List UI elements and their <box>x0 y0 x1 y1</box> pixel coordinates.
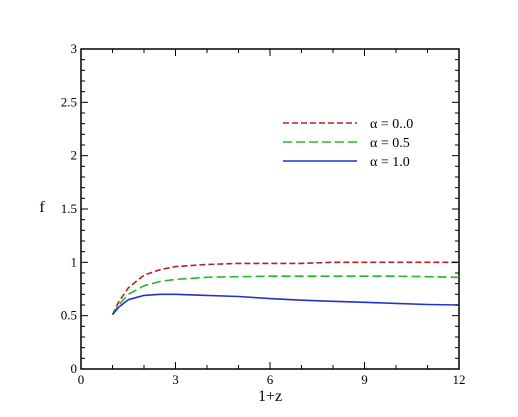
x-tick-label: 3 <box>172 372 179 387</box>
y-tick-label: 2 <box>71 148 78 163</box>
x-tick-label: 0 <box>78 372 85 387</box>
legend: α = 0..0 α = 0.5 α = 1.0 <box>283 117 413 170</box>
legend-label-2: α = 0.5 <box>370 136 410 151</box>
y-tick-label: 1 <box>71 254 78 269</box>
x-tick-label: 6 <box>267 372 274 387</box>
y-tick-label: 2.5 <box>61 94 77 109</box>
y-tick-label: 0 <box>71 361 78 376</box>
series-line-1 <box>111 261 459 315</box>
x-tick-label: 12 <box>453 372 466 387</box>
series-line-3 <box>111 293 460 316</box>
y-tick-label: 3 <box>71 41 78 56</box>
x-tick-label: 9 <box>361 372 368 387</box>
y-tick-label: 1.5 <box>61 201 77 216</box>
series-layer <box>111 261 460 316</box>
plot-border <box>80 48 460 370</box>
x-axis-label: 1+z <box>258 388 282 405</box>
legend-label-3: α = 1.0 <box>370 155 410 170</box>
series-line-2 <box>111 275 460 316</box>
ticks-layer: 0 3 6 9 12 0 0.5 1 1.5 2 2.5 3 <box>61 41 466 387</box>
y-axis-label: f <box>39 199 45 216</box>
legend-label-1: α = 0..0 <box>370 117 413 132</box>
y-tick-label: 0.5 <box>61 308 77 323</box>
plot-frame <box>80 48 460 370</box>
